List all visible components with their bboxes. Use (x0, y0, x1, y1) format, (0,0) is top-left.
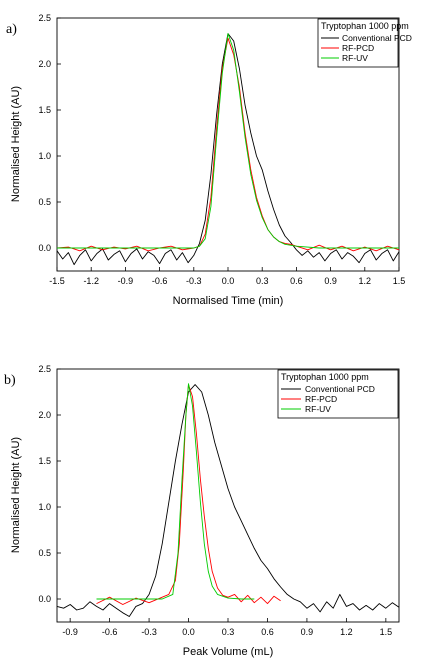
series-line-b-conventional-pcd (56, 384, 400, 617)
chart-panel-a: a) -1.5 -1.2 -0.9 -0.6 -0.3 0.0 0.3 0.6 0.9 1.2 1.… (6, 13, 412, 307)
legend-box-b (277, 369, 399, 419)
y-tick-label-b-3: 1.5 (38, 456, 51, 466)
x-tick-label-b-0: -0.9 (62, 627, 78, 637)
x-axis-label-b: Peak Volume (mL) (183, 646, 273, 658)
x-axis-ticks-b: -0.9 -0.6 -0.3 0.0 0.3 0.6 0.9 1.2 1.5 (62, 618, 392, 637)
x-tick-label-a-8: 0.9 (324, 276, 337, 286)
x-tick-label-a-5: 0.0 (222, 276, 235, 286)
x-tick-label-a-7: 0.6 (290, 276, 303, 286)
legend-entry-b-rf-pcd: RF-PCD (305, 394, 337, 404)
y-tick-label-a-4: 2.0 (38, 59, 51, 69)
y-axis-ticks-b: 0.0 0.5 1.0 1.5 2.0 2.5 (38, 364, 61, 604)
x-tick-label-b-6: 0.9 (301, 627, 314, 637)
x-tick-label-a-0: -1.5 (49, 276, 65, 286)
y-tick-label-b-4: 2.0 (38, 410, 51, 420)
x-tick-label-a-1: -1.2 (83, 276, 99, 286)
panel-label-b: b) (4, 373, 16, 388)
x-tick-label-a-4: -0.3 (186, 276, 202, 286)
y-axis-label-b: Normalised Height (AU) (10, 437, 22, 553)
y-axis-label-a: Normalised Height (AU) (10, 86, 22, 202)
x-tick-label-b-7: 1.2 (340, 627, 353, 637)
x-axis-label-a: Normalised Time (min) (173, 295, 284, 307)
series-layer-a (56, 33, 400, 266)
y-tick-label-b-0: 0.0 (38, 594, 51, 604)
legend-a: Tryptophan 1000 ppm Conventional PCD RF-… (317, 18, 412, 68)
y-tick-label-a-0: 0.0 (38, 243, 51, 253)
y-tick-label-a-3: 1.5 (38, 105, 51, 115)
y-tick-label-a-1: 0.5 (38, 197, 51, 207)
y-tick-label-b-1: 0.5 (38, 548, 51, 558)
series-line-a-rf-pcd (56, 37, 400, 252)
x-tick-label-b-3: 0.0 (182, 627, 195, 637)
series-line-b-rf-uv (96, 383, 255, 600)
panel-label-a: a) (6, 22, 17, 37)
x-tick-label-b-1: -0.6 (102, 627, 118, 637)
x-tick-label-b-2: -0.3 (141, 627, 157, 637)
series-line-a-rf-uv (57, 33, 399, 249)
series-line-a-conventional-pcd (56, 33, 400, 266)
y-tick-label-b-5: 2.5 (38, 364, 51, 374)
x-tick-label-a-3: -0.6 (152, 276, 168, 286)
legend-title-a: Tryptophan 1000 ppm (321, 21, 409, 31)
legend-entry-b-rf-uv: RF-UV (305, 404, 331, 414)
legend-entry-a-conventional-pcd: Conventional PCD (342, 33, 412, 43)
x-tick-label-a-6: 0.3 (256, 276, 269, 286)
y-tick-label-a-2: 1.0 (38, 151, 51, 161)
legend-b: Tryptophan 1000 ppm Conventional PCD RF-… (277, 369, 399, 419)
legend-entry-b-conventional-pcd: Conventional PCD (305, 384, 375, 394)
x-tick-label-a-10: 1.5 (393, 276, 406, 286)
x-tick-label-b-8: 1.5 (380, 627, 393, 637)
x-tick-label-b-5: 0.6 (261, 627, 274, 637)
series-line-b-rf-pcd (96, 384, 281, 605)
x-tick-label-b-4: 0.3 (222, 627, 235, 637)
legend-box-a (317, 18, 399, 68)
y-axis-ticks-a: 0.0 0.5 1.0 1.5 2.0 2.5 (38, 13, 61, 253)
y-tick-label-a-5: 2.5 (38, 13, 51, 23)
series-layer-b (56, 383, 400, 617)
chart-panel-b: b) -0.9 -0.6 -0.3 0.0 0.3 0.6 0.9 1.2 1.5 0.0 0.5… (4, 364, 400, 658)
legend-title-b: Tryptophan 1000 ppm (281, 372, 369, 382)
y-tick-label-b-2: 1.0 (38, 502, 51, 512)
x-tick-label-a-9: 1.2 (359, 276, 372, 286)
legend-entry-a-rf-pcd: RF-PCD (342, 43, 374, 53)
legend-entry-a-rf-uv: RF-UV (342, 53, 368, 63)
x-axis-ticks-a: -1.5 -1.2 -0.9 -0.6 -0.3 0.0 0.3 0.6 0.9 1.2 1.5 (49, 267, 405, 286)
x-tick-label-a-2: -0.9 (118, 276, 134, 286)
